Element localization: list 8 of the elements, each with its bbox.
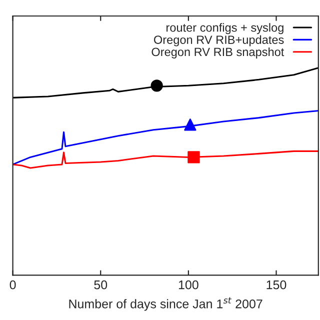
x-tick-label: 100 [178,280,198,290]
x-tick-label: 0 [10,280,16,290]
x-tick-label: 50 [94,280,108,290]
x-axis-title: Number of days since Jan 1$^{st}$ 2007 [69,297,262,311]
legend-label: Oregon RV RIB+updates [154,35,284,46]
x-tick-label: 150 [266,280,286,290]
legend-label: Oregon RV RIB snapshot [152,47,284,58]
legend-label: router configs + syslog [166,23,284,34]
